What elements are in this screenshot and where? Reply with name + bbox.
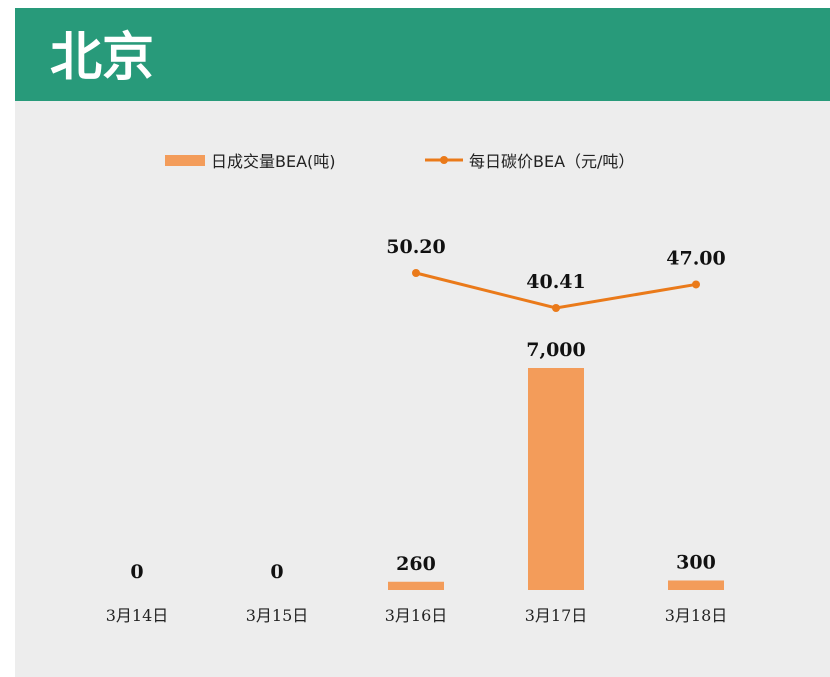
bar-3 [388,581,444,590]
legend-item-price: 每日碳价BEA（元/吨） [425,148,634,172]
legend-swatch-line [425,156,463,164]
chart-frame: 北京 日成交量BEA(吨) 每日碳价BEA（元/吨） 0 0 260 7,000 300… [15,8,830,677]
price-point-5 [692,280,700,289]
legend-label-volume: 日成交量BEA(吨) [211,152,336,171]
x-tick-label-4: 3月17日 [525,606,588,625]
x-tick-label-2: 3月15日 [246,606,309,625]
x-tick-label-5: 3月18日 [665,606,728,625]
price-point-3 [412,269,420,277]
x-tick-label-1: 3月14日 [106,606,169,625]
bar-4 [528,368,584,590]
chart-plot: 0 0 260 7,000 300 50.20 40.41 47.00 3月14日 3月15日 3月… [106,236,728,625]
price-value-label-3: 50.20 [386,236,446,258]
price-value-label-5: 47.00 [666,247,726,269]
price-value-label-4: 40.41 [526,271,586,293]
bar-value-label-2: 0 [270,561,283,583]
bar-5 [668,580,724,590]
bar-value-label-3: 260 [396,553,436,575]
bar-value-label-4: 7,000 [526,339,586,361]
x-tick-label-3: 3月16日 [385,606,448,625]
bar-value-label-5: 300 [676,551,716,573]
chart-title: 北京 [50,28,155,88]
bar-value-label-1: 0 [130,561,143,583]
price-point-4 [552,304,560,312]
header-banner: 北京 [15,8,830,101]
legend-item-volume: 日成交量BEA(吨) [165,148,336,172]
legend-label-price: 每日碳价BEA（元/吨） [469,152,635,171]
legend-swatch-bar [165,154,205,166]
